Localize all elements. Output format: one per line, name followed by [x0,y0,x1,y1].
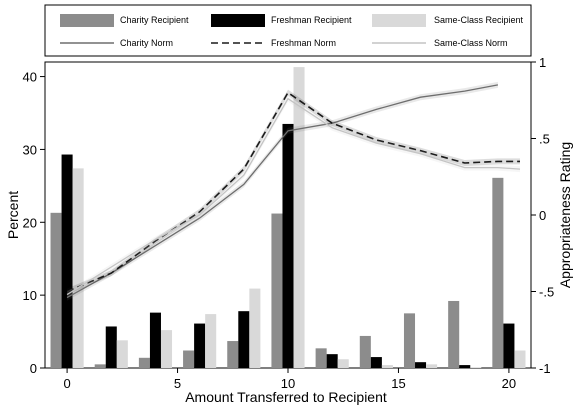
x-axis-label: Amount Transferred to Recipient [185,389,387,405]
legend-label: Freshman Norm [271,38,336,48]
y-left-tick-label: 0 [30,361,37,376]
bar [50,212,62,368]
legend-label: Same-Class Recipient [434,15,524,25]
bar [105,326,117,368]
x-tick-label: 0 [63,376,70,391]
y-right-tick-label: -1 [539,361,551,376]
legend-label: Charity Recipient [120,15,189,25]
y-left-tick-label: 40 [23,70,37,85]
y-right-tick-label: .5 [539,132,550,147]
y-right-tick-label: 0 [539,208,546,223]
norm-line [66,97,521,296]
norm-confidence-band [67,89,520,295]
bar [459,365,471,368]
y-left-tick-label: 20 [23,215,37,230]
legend-label: Same-Class Norm [434,38,508,48]
bar [61,154,73,368]
bar [514,350,526,368]
legend-label: Freshman Recipient [271,15,352,25]
bar [194,323,206,368]
norm-line [66,91,520,293]
bar [315,348,327,368]
bar [403,313,416,368]
bar [426,364,438,368]
bar [415,362,427,368]
bar [470,367,482,368]
y-axis-right-label: Appropriateness Rating [557,142,573,288]
bar [448,300,460,368]
x-tick-label: 10 [281,376,295,391]
bar [492,177,504,368]
bar [249,288,261,368]
bar [326,354,338,368]
x-tick-label: 20 [502,376,516,391]
bar [337,359,349,368]
bar [359,335,371,368]
bar [138,357,150,368]
bar [94,364,106,368]
bar [227,341,239,368]
legend-swatch [211,14,265,27]
y-left-tick-label: 30 [23,142,37,157]
plot-area: 0 5 10 15 20 0 10 20 30 40 -1 -.5 0 .5 1 [23,55,555,391]
bar [183,350,195,368]
legend-label: Charity Norm [120,38,173,48]
y-left-tick-label: 10 [23,288,37,303]
y-right-tick-label: 1 [539,55,546,70]
x-tick-label: 5 [174,376,181,391]
bar [271,213,283,368]
y-right-tick-label: -.5 [539,285,554,300]
bar [149,312,161,368]
bar [370,357,382,368]
legend: Charity Recipient Freshman Recipient Same-… [44,4,532,57]
bar [381,365,393,368]
x-tick-label: 15 [391,376,405,391]
bar [205,314,217,368]
y-axis-left-label: Percent [5,191,21,239]
bar [503,323,515,368]
bar [72,168,84,368]
bar [160,330,173,368]
legend-box [44,4,532,57]
bar [116,340,128,368]
legend-swatch [60,14,114,27]
bar [282,123,294,368]
legend-swatch [372,14,426,27]
norm-line [66,84,499,299]
bar [238,311,250,368]
bar [293,67,305,368]
